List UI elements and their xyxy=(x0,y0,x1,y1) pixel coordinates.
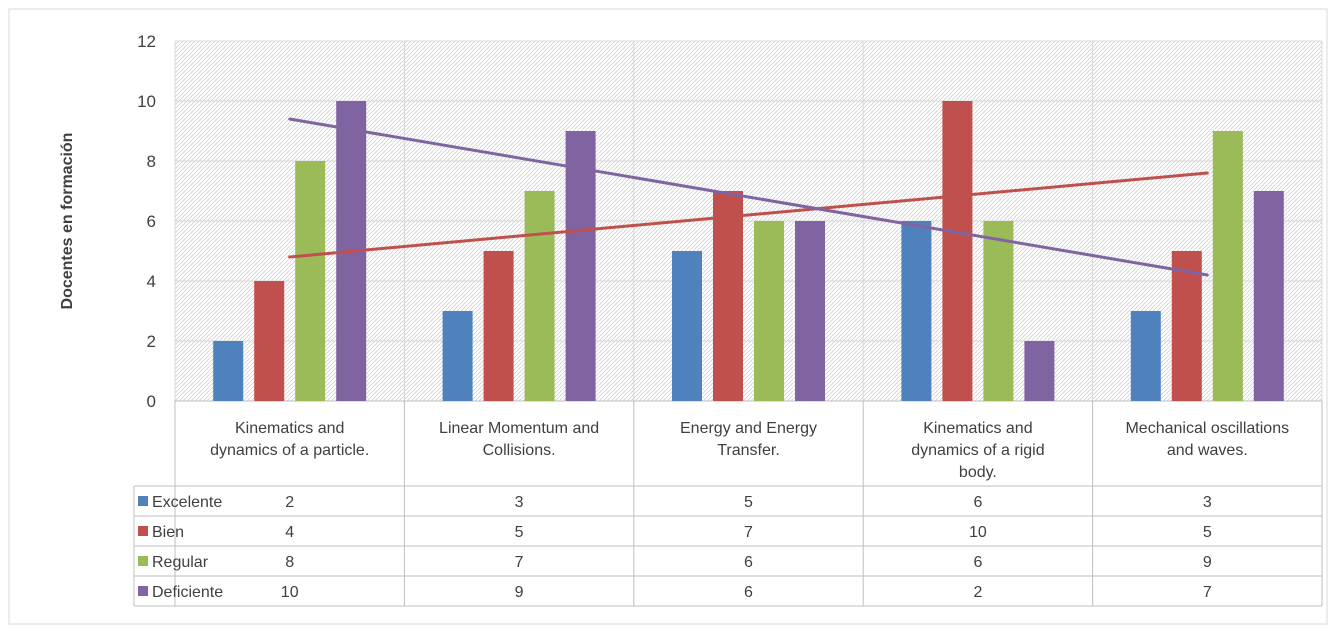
bar xyxy=(795,221,825,401)
legend-key xyxy=(138,586,148,596)
bars xyxy=(213,101,1284,401)
table-value: 10 xyxy=(969,524,987,541)
bar xyxy=(1130,311,1161,401)
category-label: and waves. xyxy=(1167,442,1248,459)
legend-key xyxy=(138,556,148,566)
table-value: 5 xyxy=(744,494,753,511)
category-label: dynamics of a rigid xyxy=(911,442,1044,459)
category-label: Kinematics and xyxy=(235,420,344,437)
bar xyxy=(483,251,514,401)
legend-key xyxy=(138,496,148,506)
data-table: Kinematics and dynamics of a particle. Lin… xyxy=(133,401,1323,607)
trendline xyxy=(288,117,1209,277)
table-value: 6 xyxy=(744,554,753,571)
table-value: 3 xyxy=(1203,494,1212,511)
table-value: 6 xyxy=(973,494,982,511)
y-axis: 0 2 4 6 8 10 12 xyxy=(137,32,156,411)
bar xyxy=(754,221,784,401)
y-tick-label: 4 xyxy=(147,272,156,291)
bar xyxy=(1253,191,1284,401)
bar xyxy=(1171,251,1202,401)
table-value: 5 xyxy=(1203,524,1212,541)
y-tick-label: 10 xyxy=(137,92,156,111)
legend-key xyxy=(138,526,148,536)
bar xyxy=(713,191,743,401)
bar xyxy=(901,221,932,401)
y-tick-label: 12 xyxy=(137,32,156,51)
bar xyxy=(983,221,1014,401)
bar xyxy=(254,281,285,401)
bar xyxy=(942,101,973,401)
table-value: 4 xyxy=(285,524,294,541)
category-label: Mechanical oscillations xyxy=(1125,420,1289,437)
legend-label: Bien xyxy=(152,524,184,541)
bar xyxy=(565,131,596,401)
table-value: 9 xyxy=(515,584,524,601)
table-value: 7 xyxy=(515,554,524,571)
y-tick-label: 0 xyxy=(147,392,156,411)
category-label: Kinematics and xyxy=(923,420,1032,437)
table-value: 5 xyxy=(515,524,524,541)
bar xyxy=(442,311,473,401)
category-label: dynamics of a particle. xyxy=(210,442,369,459)
table-value: 7 xyxy=(744,524,753,541)
legend-label: Deficiente xyxy=(152,584,223,601)
category-label: Collisions. xyxy=(483,442,556,459)
legend-label: Excelente xyxy=(152,494,222,511)
bar xyxy=(1212,131,1243,401)
table-value: 7 xyxy=(1203,584,1212,601)
y-tick-label: 2 xyxy=(147,332,156,351)
legend-label: Regular xyxy=(152,554,209,571)
bar xyxy=(672,251,702,401)
table-value: 8 xyxy=(285,554,294,571)
chart-border xyxy=(8,8,1328,625)
category-label: Transfer. xyxy=(717,442,780,459)
y-tick-label: 6 xyxy=(147,212,156,231)
table-value: 9 xyxy=(1203,554,1212,571)
category-label: body. xyxy=(959,464,997,481)
bar xyxy=(295,161,326,401)
category-label: Linear Momentum and xyxy=(439,420,599,437)
table-value: 6 xyxy=(973,554,982,571)
category-label: Energy and Energy xyxy=(680,420,817,437)
table-value: 6 xyxy=(744,584,753,601)
y-axis-title: Docentes en formación xyxy=(59,133,76,310)
table-value: 2 xyxy=(973,584,982,601)
table-value: 2 xyxy=(285,494,294,511)
trendlines xyxy=(288,117,1209,277)
bar xyxy=(1024,341,1055,401)
y-tick-label: 8 xyxy=(147,152,156,171)
table-value: 10 xyxy=(281,584,299,601)
bar xyxy=(524,191,555,401)
bar xyxy=(213,341,244,401)
trendline xyxy=(288,171,1209,259)
table-value: 3 xyxy=(515,494,524,511)
